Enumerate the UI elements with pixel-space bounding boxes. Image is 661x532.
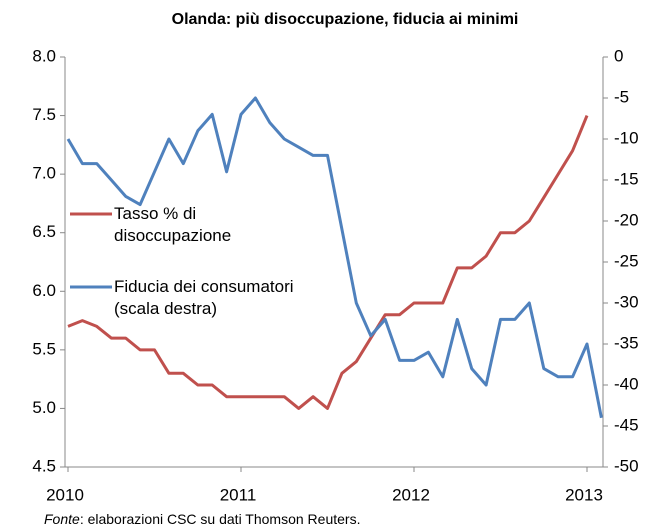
y2-tick-label: -10 xyxy=(614,128,639,147)
series-line xyxy=(66,96,603,419)
source-label: Fonte xyxy=(44,511,80,527)
y-tick-label: 7.5 xyxy=(32,105,56,124)
series-line xyxy=(67,115,589,410)
x-tick-label: 2013 xyxy=(565,485,603,504)
y-tick-label: 5.5 xyxy=(32,339,56,358)
source-text: : elaborazioni CSC su dati Thomson Reute… xyxy=(79,511,361,527)
chart-title: Olanda: più disoccupazione, fiducia ai m… xyxy=(172,11,519,28)
y2-tick-label: -30 xyxy=(614,292,639,311)
y-tick-label: 4.5 xyxy=(32,456,56,475)
legend-label: Fiducia dei consumatori (scala destra) xyxy=(114,277,294,318)
y2-tick-label: -45 xyxy=(614,415,639,434)
legend-label: Tasso % di disoccupazione xyxy=(114,204,232,245)
x-tick-label: 2012 xyxy=(392,485,430,504)
y2-tick-label: -40 xyxy=(614,374,639,393)
y2-tick-label: -5 xyxy=(614,87,629,106)
y-tick-label: 6.0 xyxy=(32,281,56,300)
x-tick-label: 2010 xyxy=(46,485,84,504)
y-tick-label: 5.0 xyxy=(32,398,56,417)
y-tick-label: 6.5 xyxy=(32,222,56,241)
y2-tick-label: -20 xyxy=(614,210,639,229)
x-tick-label: 2011 xyxy=(220,485,257,504)
y2-tick-label: -50 xyxy=(614,456,639,475)
y2-tick-label: -25 xyxy=(614,251,639,270)
source-note: Fonte: elaborazioni CSC su dati Thomson … xyxy=(44,511,360,527)
y2-tick-label: -15 xyxy=(614,169,639,188)
y2-tick-label: -35 xyxy=(614,333,639,352)
y2-tick-label: 0 xyxy=(614,46,623,65)
y-tick-label: 7.0 xyxy=(32,164,56,183)
y-tick-label: 8.0 xyxy=(32,46,56,65)
